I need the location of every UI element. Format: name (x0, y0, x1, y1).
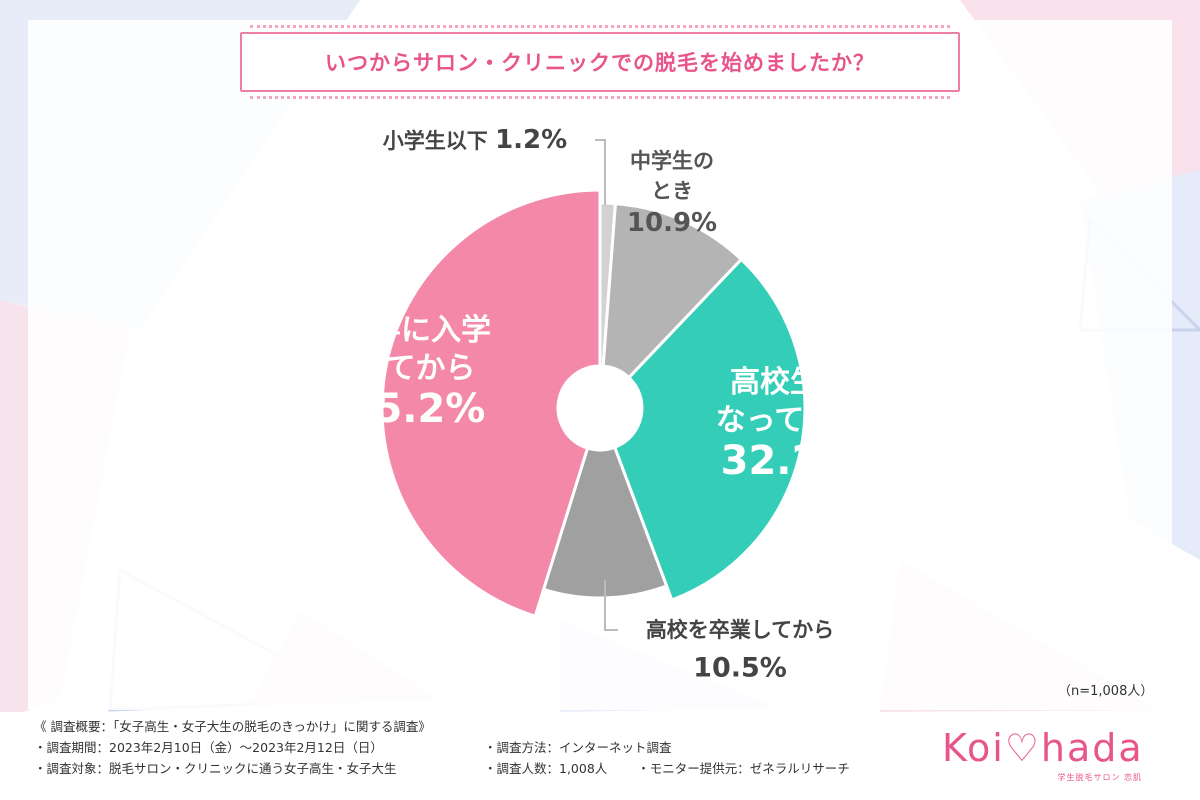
survey-heading: 《 調査概要：「女子高生・女子大生の脱毛のきっかけ」に関する調査》 (34, 719, 431, 734)
pie-slice-2 (601, 201, 744, 380)
survey-method: ・調査方法：インターネット調査 (484, 740, 672, 755)
slice-label-2-line-1: 中学生の (630, 149, 714, 173)
sample-size-note: （n=1,008人） (1058, 684, 1154, 699)
slice-label-4-line-1: 高校を卒業してから (646, 618, 834, 642)
title-box: いつからサロン・クリニックでの脱毛を始めましたか？ (240, 25, 960, 99)
donut-hole (560, 368, 640, 448)
pie-slice-3 (612, 257, 807, 602)
survey-footer: 《 調査概要：「女子高生・女子大生の脱毛のきっかけ」に関する調査》 ・調査期間：… (34, 716, 850, 779)
slice-label-5-line-2: してから (356, 351, 475, 386)
leader-line-1 (595, 139, 606, 205)
survey-period: ・調査期間：2023年2月10日（金）〜2023年2月12日（日） (34, 740, 383, 755)
slice-label-2-line-2: とき (651, 179, 693, 203)
slice-value-1: 1.2% (495, 125, 567, 155)
slice-label-1: 小学生以下 1.2% (383, 125, 567, 155)
chart-title: いつからサロン・クリニックでの脱毛を始めましたか？ (325, 51, 875, 75)
pie-slice-4 (541, 445, 669, 600)
slice-value-4: 10.5% (693, 653, 787, 684)
survey-provider: ・モニター提供元：ゼネラルリサーチ (637, 761, 850, 776)
leader-line-4 (604, 580, 618, 631)
slice-label-3-line-2: なってから (716, 403, 865, 438)
survey-target: ・調査対象：脱毛サロン・クリニックに通う女子高生・女子大生 (34, 761, 397, 776)
slice-value-3: 32.2% (721, 438, 860, 484)
koihada-logo: Koi♡hada 学生脱毛サロン 恋肌 (942, 726, 1162, 788)
pie-slice-5 (380, 188, 602, 619)
logo-subtitle: 学生脱毛サロン 恋肌 (1057, 773, 1142, 782)
slice-label-5-line-1: 大学に入学 (341, 313, 491, 348)
slice-label-3-line-1: 高校生に (730, 365, 850, 400)
slice-value-5: 45.2% (347, 386, 486, 432)
logo-text: Koi♡hada (942, 726, 1144, 770)
slice-value-2: 10.9% (627, 208, 717, 238)
survey-count: ・調査人数：1,008人 (484, 761, 608, 776)
